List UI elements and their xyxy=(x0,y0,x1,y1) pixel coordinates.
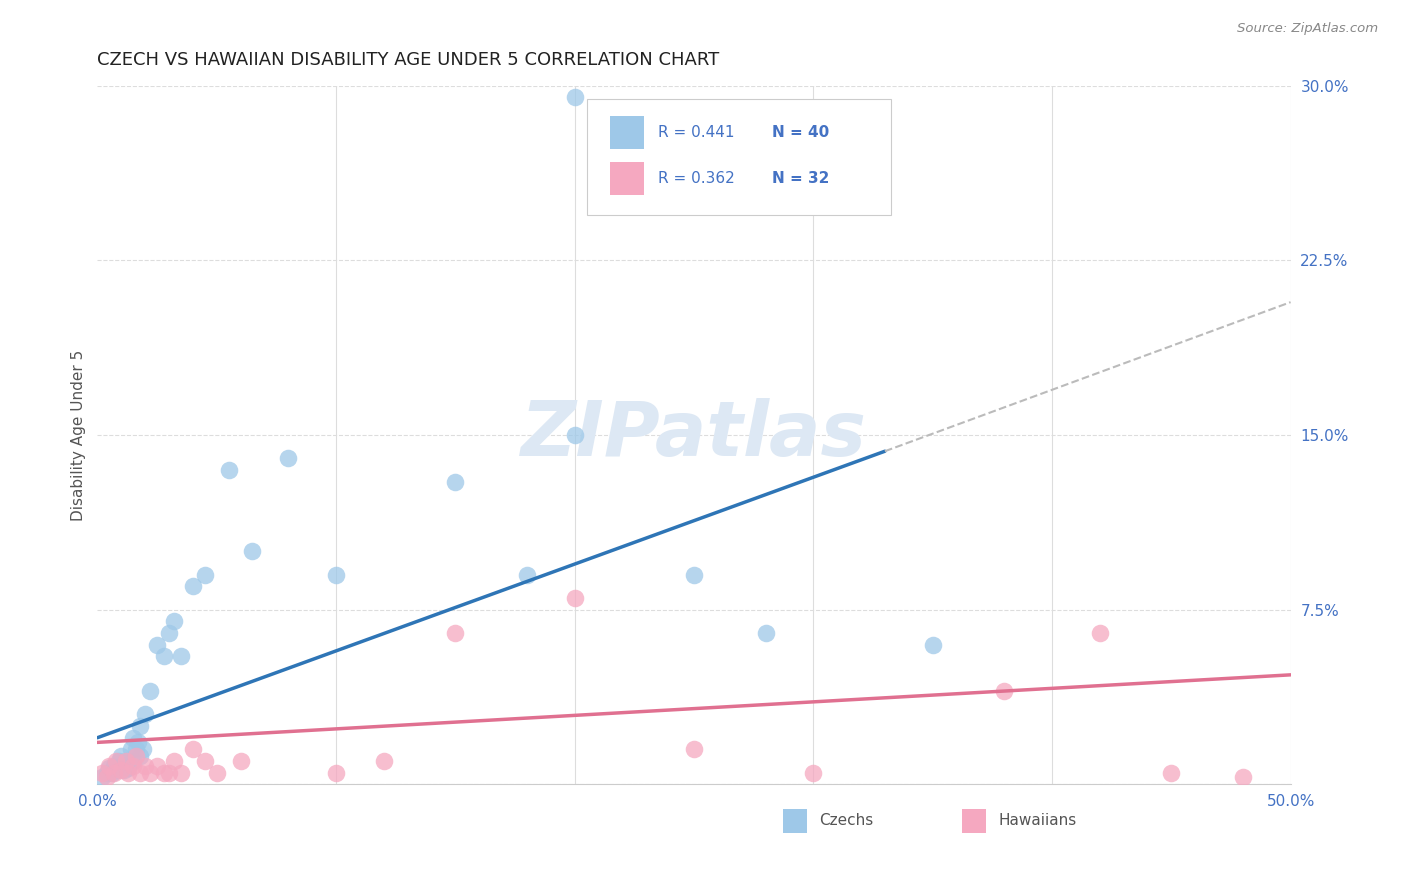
Point xyxy=(801,765,824,780)
FancyBboxPatch shape xyxy=(963,809,987,833)
Point xyxy=(163,754,186,768)
Point xyxy=(755,626,778,640)
Point xyxy=(1160,765,1182,780)
Point xyxy=(115,754,138,768)
Point xyxy=(131,742,153,756)
Point xyxy=(112,764,135,778)
FancyBboxPatch shape xyxy=(610,116,644,149)
Point xyxy=(98,758,121,772)
Point xyxy=(115,754,138,768)
Point xyxy=(91,765,114,780)
Point xyxy=(683,567,706,582)
Point xyxy=(134,758,156,772)
Text: ZIPatlas: ZIPatlas xyxy=(522,398,868,472)
Point xyxy=(516,567,538,582)
Point xyxy=(117,761,139,775)
Point xyxy=(181,742,204,756)
Point xyxy=(110,749,132,764)
Point xyxy=(122,731,145,745)
Point xyxy=(170,649,193,664)
FancyBboxPatch shape xyxy=(610,161,644,195)
Point xyxy=(194,567,217,582)
Y-axis label: Disability Age Under 5: Disability Age Under 5 xyxy=(72,350,86,521)
Point xyxy=(373,754,395,768)
Text: R = 0.362: R = 0.362 xyxy=(658,171,735,186)
Point xyxy=(218,463,240,477)
Point xyxy=(100,765,122,780)
Point xyxy=(683,742,706,756)
Text: R = 0.441: R = 0.441 xyxy=(658,125,735,140)
Point xyxy=(153,649,176,664)
Point xyxy=(146,758,169,772)
Point xyxy=(157,626,180,640)
Point xyxy=(117,765,139,780)
Text: Source: ZipAtlas.com: Source: ZipAtlas.com xyxy=(1237,22,1378,36)
Point xyxy=(124,749,146,764)
Point xyxy=(1232,770,1254,784)
Point xyxy=(91,770,114,784)
Point xyxy=(564,591,586,605)
Point xyxy=(105,754,128,768)
Point xyxy=(1088,626,1111,640)
Point xyxy=(105,764,128,778)
Point xyxy=(181,579,204,593)
Point xyxy=(277,451,299,466)
Point xyxy=(444,475,467,489)
Point xyxy=(110,758,132,772)
Point xyxy=(129,719,152,733)
Point xyxy=(122,754,145,768)
Point xyxy=(325,765,347,780)
Point xyxy=(96,770,118,784)
Point xyxy=(129,749,152,764)
Text: Hawaiians: Hawaiians xyxy=(998,814,1077,828)
Text: CZECH VS HAWAIIAN DISABILITY AGE UNDER 5 CORRELATION CHART: CZECH VS HAWAIIAN DISABILITY AGE UNDER 5… xyxy=(97,51,720,69)
Point xyxy=(170,765,193,780)
Point xyxy=(229,754,252,768)
Point xyxy=(103,758,125,772)
FancyBboxPatch shape xyxy=(586,100,891,215)
Point xyxy=(139,684,162,698)
Point xyxy=(564,90,586,104)
Point xyxy=(124,742,146,756)
Point xyxy=(921,638,943,652)
Point xyxy=(242,544,264,558)
Point xyxy=(110,764,132,778)
Point xyxy=(153,765,176,780)
Point xyxy=(96,765,118,780)
Point xyxy=(129,765,152,780)
Text: N = 40: N = 40 xyxy=(772,125,828,140)
Text: N = 32: N = 32 xyxy=(772,171,830,186)
Point xyxy=(146,638,169,652)
Point xyxy=(134,707,156,722)
Point xyxy=(325,567,347,582)
Point xyxy=(108,754,131,768)
Point xyxy=(993,684,1015,698)
Point xyxy=(163,614,186,628)
Point xyxy=(120,742,142,756)
Point xyxy=(194,754,217,768)
Point xyxy=(157,765,180,780)
Point xyxy=(98,761,121,775)
Text: Czechs: Czechs xyxy=(820,814,873,828)
Point xyxy=(564,428,586,442)
Point xyxy=(139,765,162,780)
Point xyxy=(444,626,467,640)
Point xyxy=(122,758,145,772)
Point xyxy=(127,735,149,749)
Point xyxy=(205,765,228,780)
Point xyxy=(103,765,125,780)
FancyBboxPatch shape xyxy=(783,809,807,833)
